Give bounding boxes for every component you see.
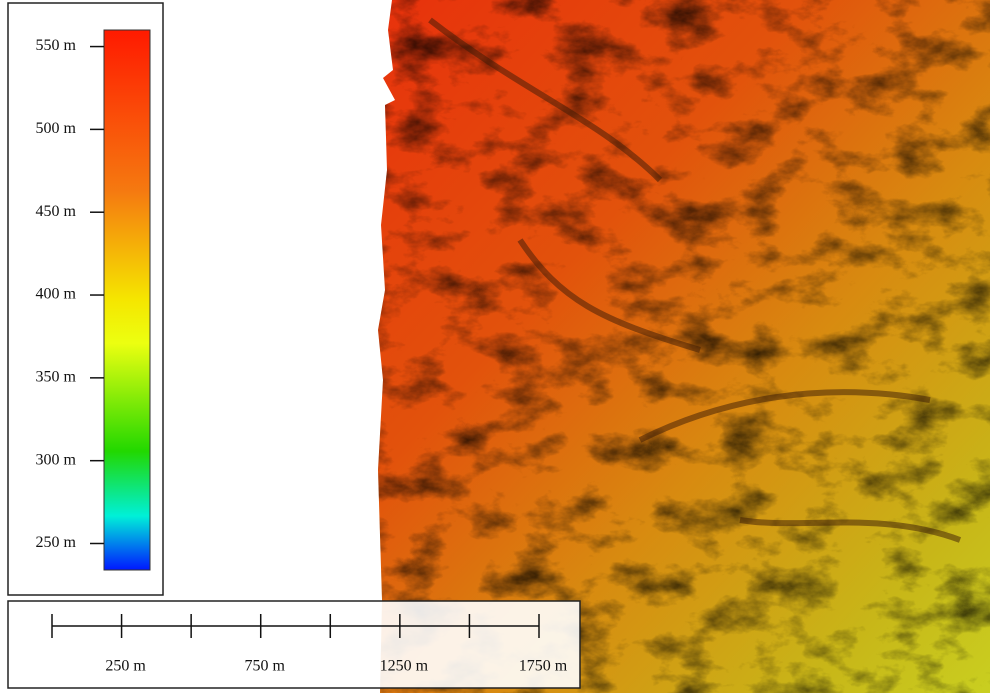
scale-label: 1750 m	[519, 658, 568, 675]
legend-tick-label: 350 m	[36, 369, 77, 386]
legend-tick-label: 250 m	[36, 534, 77, 551]
scale-label: 250 m	[105, 658, 146, 675]
color-ramp	[104, 30, 150, 570]
legend-tick-label: 450 m	[36, 203, 77, 220]
legend-tick-label: 400 m	[36, 286, 77, 303]
legend-tick-label: 550 m	[36, 37, 77, 54]
scale-label: 1250 m	[380, 658, 429, 675]
legend-tick-label: 300 m	[36, 451, 77, 468]
terrain	[370, 0, 990, 693]
map-view: 550 m 500 m 450 m 400 m 350 m 300 m 250 m 250 …	[0, 0, 990, 693]
legend-tick-label: 500 m	[36, 120, 77, 137]
scale-label: 750 m	[244, 658, 285, 675]
scale-bar-box	[8, 601, 580, 688]
